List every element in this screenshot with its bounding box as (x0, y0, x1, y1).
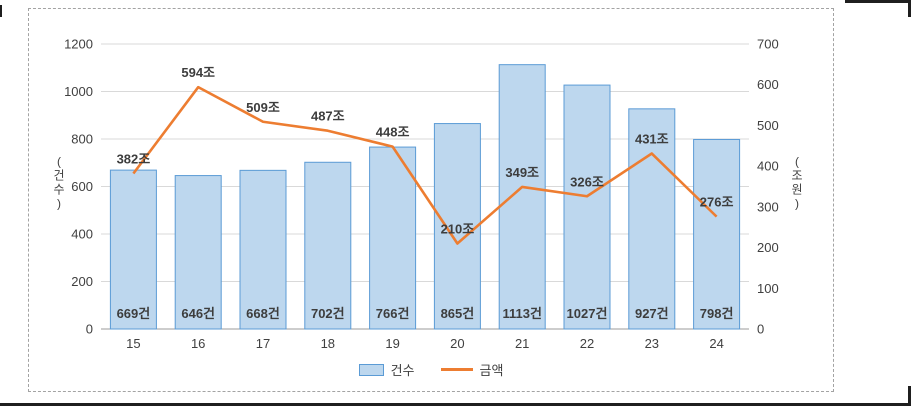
svg-text:0: 0 (757, 322, 764, 337)
chart-legend: 건수 금액 (29, 360, 833, 379)
legend-item-line-series: 금액 (440, 360, 504, 379)
svg-text:500: 500 (757, 118, 779, 133)
chart-panel: 0 200 400 600 800 1000 1200 0 100 200 300 400 500 600… (28, 8, 834, 392)
svg-text:400: 400 (71, 227, 93, 242)
svg-text:23: 23 (645, 336, 659, 351)
svg-text:594조: 594조 (181, 65, 215, 80)
page-border-fragment-bottom (0, 403, 911, 406)
svg-text:487조: 487조 (311, 109, 345, 124)
legend-label-line: 금액 (479, 363, 504, 378)
svg-text:646건: 646건 (181, 306, 215, 321)
svg-text:669건: 669건 (117, 306, 151, 321)
svg-text:200: 200 (71, 274, 93, 289)
svg-text:(건수): (건 수) (53, 155, 64, 211)
bar-swatch-icon (358, 363, 384, 376)
legend-label-bar: 건수 (390, 363, 415, 378)
svg-text:22: 22 (580, 336, 594, 351)
svg-text:668건: 668건 (246, 306, 280, 321)
svg-text:200: 200 (757, 240, 779, 255)
svg-text:1200: 1200 (64, 37, 93, 52)
legend-item-bar-series: 건수 (358, 360, 415, 379)
svg-text:276조: 276조 (700, 195, 734, 210)
svg-text:21: 21 (515, 336, 529, 351)
page-border-fragment-top-right (845, 0, 911, 3)
svg-text:349조: 349조 (505, 165, 539, 180)
svg-text:431조: 431조 (635, 132, 669, 147)
svg-text:18: 18 (321, 336, 335, 351)
page-border-fragment-right-bottom (908, 386, 911, 406)
svg-text:15: 15 (126, 336, 140, 351)
svg-text:100: 100 (757, 281, 779, 296)
svg-text:382조: 382조 (117, 151, 151, 166)
svg-text:210조: 210조 (441, 222, 475, 237)
svg-text:326조: 326조 (570, 174, 604, 189)
svg-text:400: 400 (757, 159, 779, 174)
svg-text:865건: 865건 (441, 306, 475, 321)
svg-text:600: 600 (757, 77, 779, 92)
svg-text:800: 800 (71, 132, 93, 147)
svg-text:16: 16 (191, 336, 205, 351)
svg-text:600: 600 (71, 179, 93, 194)
page-border-fragment-right-top (908, 0, 911, 17)
svg-text:1113건: 1113건 (502, 306, 541, 321)
svg-text:1000: 1000 (64, 84, 93, 99)
svg-text:17: 17 (256, 336, 270, 351)
svg-text:766건: 766건 (376, 306, 410, 321)
svg-text:1027건: 1027건 (567, 306, 608, 321)
svg-text:24: 24 (709, 336, 723, 351)
svg-text:(조원): (조 원) (791, 155, 802, 211)
svg-text:798건: 798건 (700, 306, 734, 321)
svg-text:700: 700 (757, 37, 779, 52)
page-border-fragment-left-top (0, 5, 2, 17)
line-swatch-icon (440, 368, 473, 371)
svg-text:509조: 509조 (246, 100, 280, 115)
chart-svg: 0 200 400 600 800 1000 1200 0 100 200 300 400 500 600… (53, 37, 802, 352)
svg-text:927건: 927건 (635, 306, 669, 321)
svg-text:300: 300 (757, 199, 779, 214)
svg-text:702건: 702건 (311, 306, 345, 321)
svg-text:448조: 448조 (376, 125, 410, 140)
svg-text:19: 19 (385, 336, 399, 351)
svg-text:20: 20 (450, 336, 464, 351)
svg-text:0: 0 (86, 322, 93, 337)
